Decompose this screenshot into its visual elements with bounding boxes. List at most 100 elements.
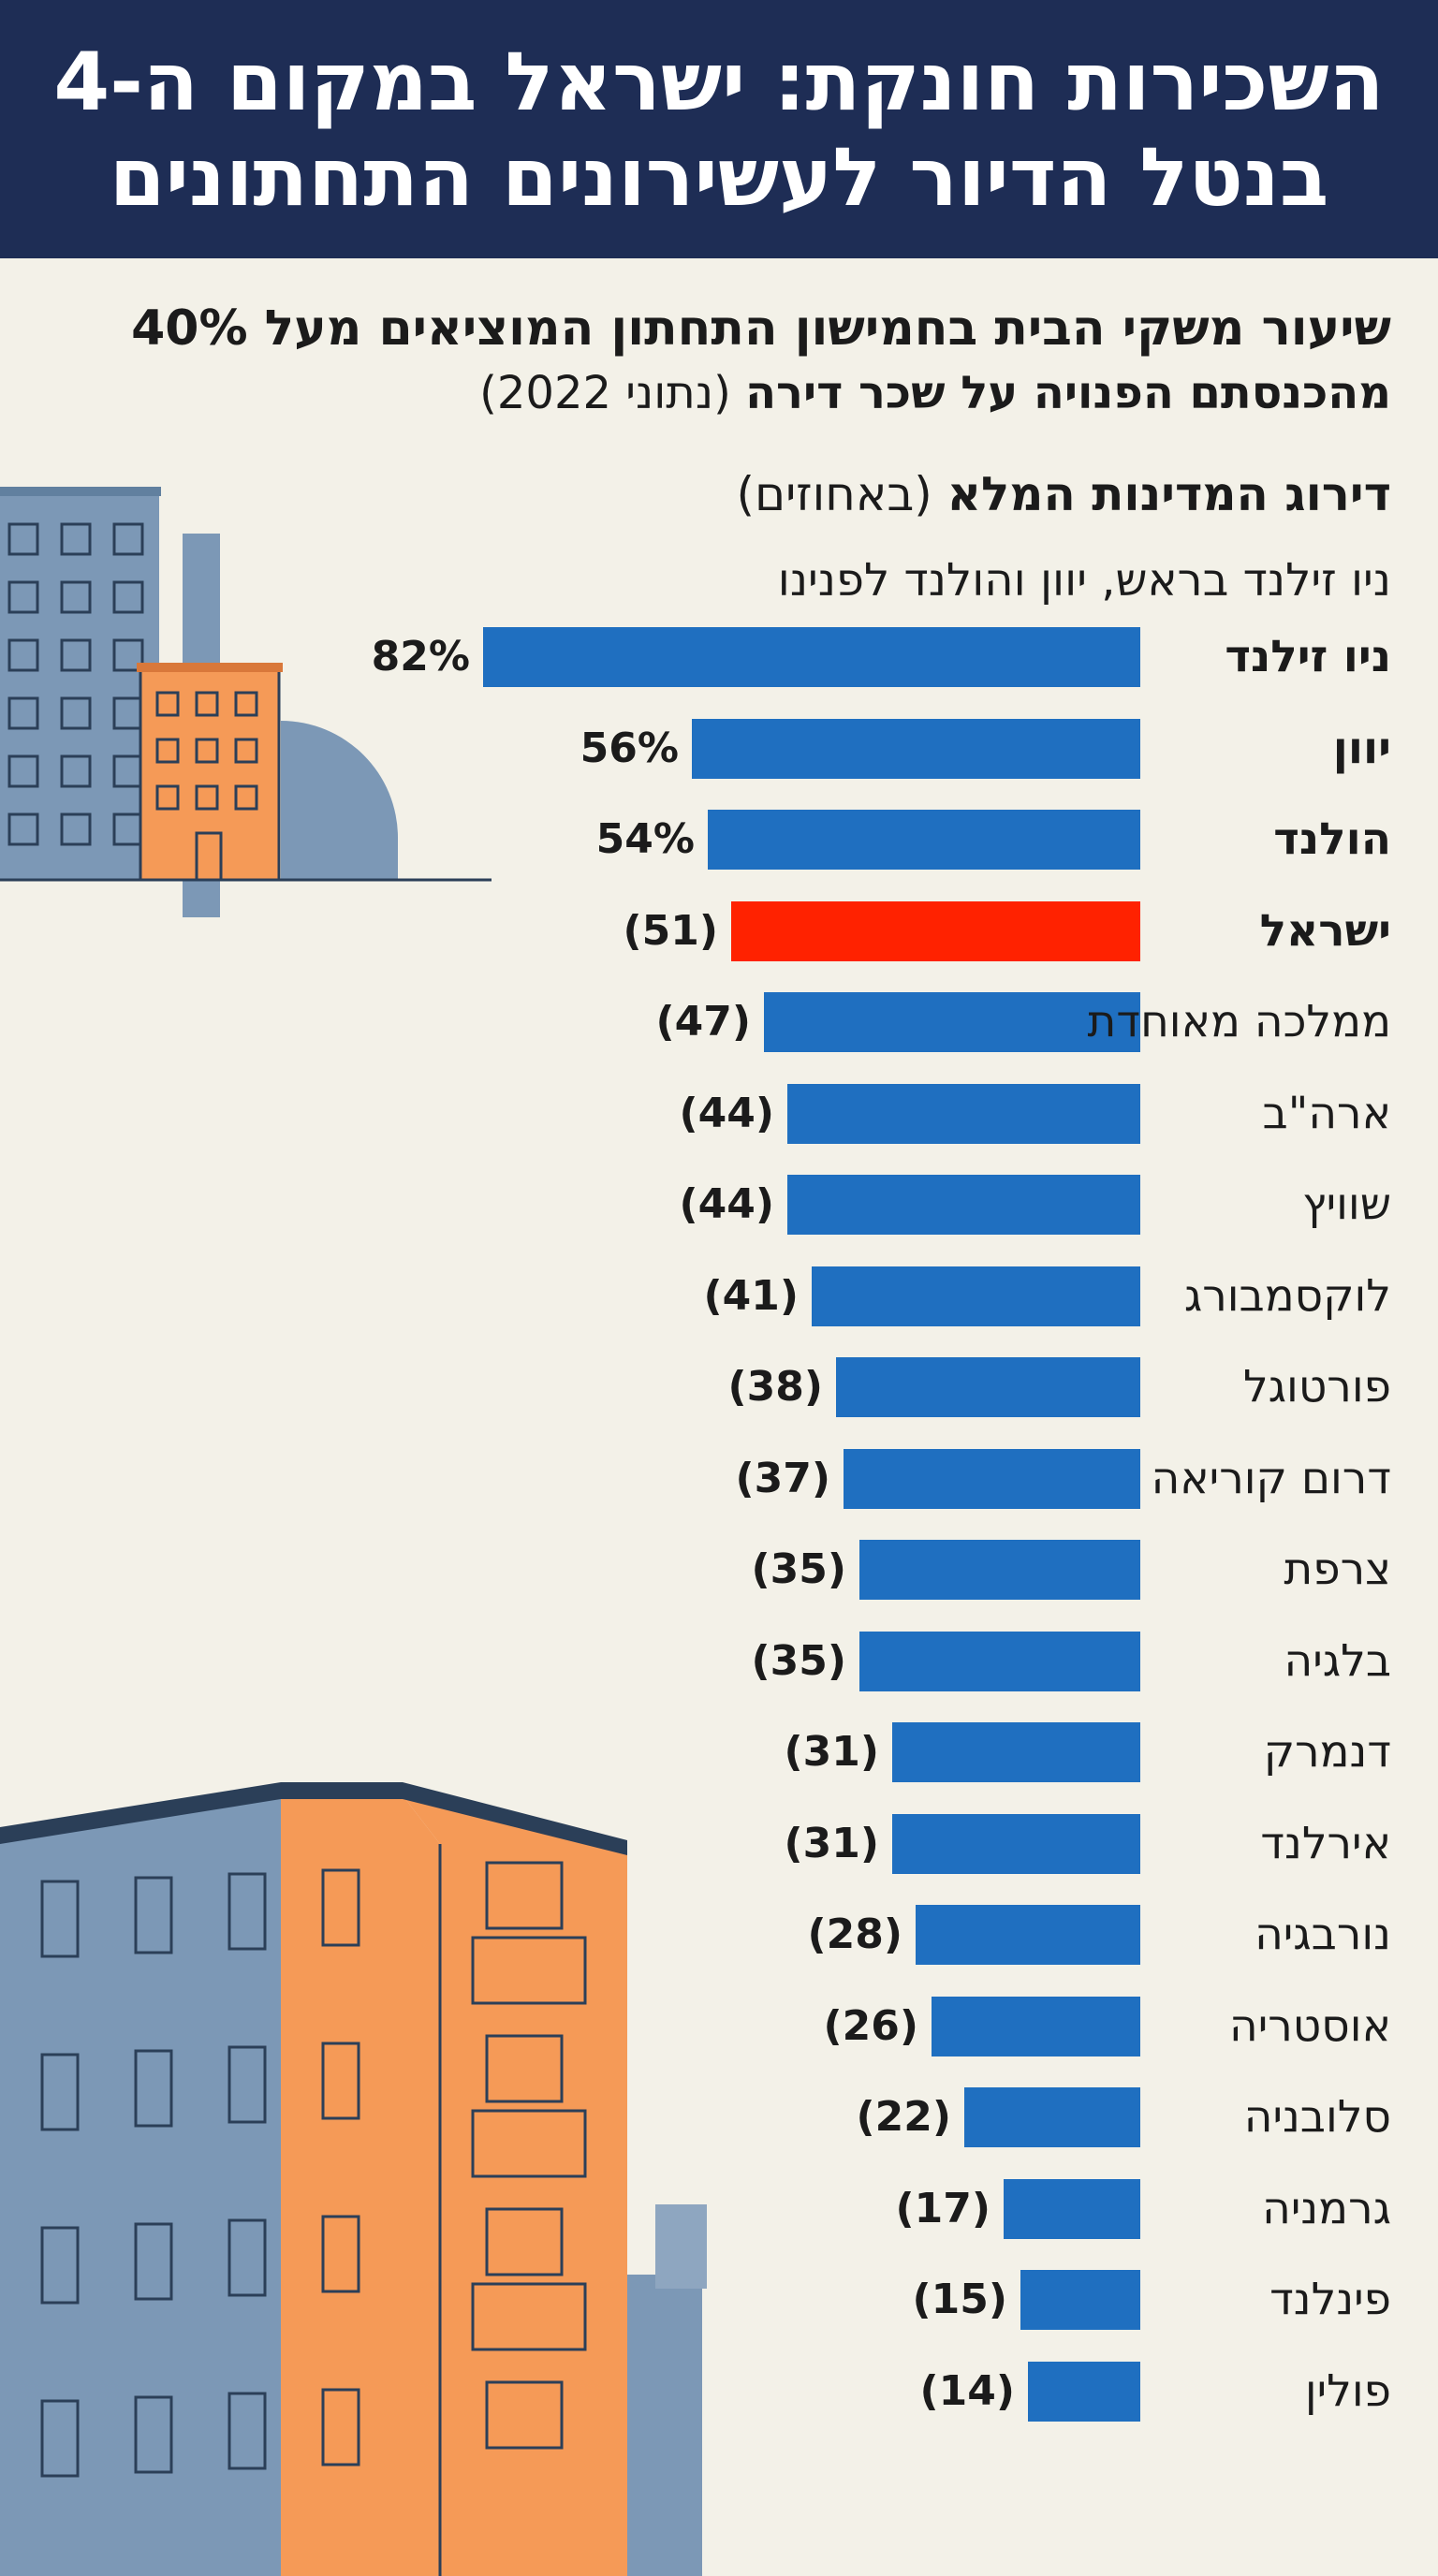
country-label-16: סלובניה (1243, 2091, 1391, 2143)
window-icon (7, 812, 39, 846)
bar-value-label-8: (38) (727, 1363, 823, 1411)
bar-4 (764, 992, 1140, 1052)
country-label-6: שוויץ (1302, 1178, 1391, 1230)
window-icon (134, 1876, 173, 1954)
window-icon (155, 691, 180, 717)
orange-roof (137, 663, 283, 672)
bar-0 (483, 627, 1140, 687)
bar-value-label-15: (26) (823, 2001, 918, 2050)
window-icon (60, 812, 92, 846)
bar-value-label-4: (47) (655, 998, 751, 1046)
bar-8 (836, 1357, 1140, 1417)
bottom-blue-facade (0, 1795, 281, 2576)
bar-6 (787, 1175, 1140, 1235)
country-label-7: לוקסמבורג (1183, 1269, 1391, 1322)
window-icon (321, 2215, 360, 2293)
balcony-railing (471, 1936, 587, 2005)
bottom-building-balconies (471, 1936, 587, 2351)
bar-value-label-14: (28) (807, 1910, 902, 1958)
bottom-building-windows (40, 1861, 564, 2478)
subtitle-line-2: מהכנסתם הפנויה על שכר דירה (נתוני 2022) (479, 363, 1391, 423)
country-label-5: ארה"ב (1262, 1087, 1391, 1139)
bar-9 (844, 1448, 1140, 1509)
balcony-railing (471, 2282, 587, 2351)
window-icon (485, 2380, 564, 2450)
building-illustration-bottom (0, 1782, 707, 2576)
window-icon (195, 691, 219, 717)
left-blue-building (0, 490, 159, 880)
country-label-4: ממלכה מאוחדת (1087, 996, 1391, 1047)
bar-value-label-6: (44) (679, 1180, 774, 1228)
bar-15 (932, 1996, 1140, 2056)
window-icon (112, 522, 144, 556)
country-label-12: דנמרק (1263, 1726, 1391, 1778)
window-icon (155, 738, 180, 764)
bar-11 (859, 1631, 1140, 1691)
country-label-8: פורטוגל (1242, 1361, 1391, 1412)
window-icon (321, 2388, 360, 2466)
ranking-note: ניו זילנד בראש, יוון והולנד לפנינו (777, 554, 1391, 607)
bar-12 (892, 1722, 1140, 1782)
window-icon (227, 2218, 267, 2297)
window-icon (155, 784, 180, 811)
bar-value-label-10: (35) (751, 1545, 846, 1593)
bar-18 (1020, 2270, 1140, 2330)
country-label-1: יוון (1332, 722, 1391, 774)
title-line-1: השכירות חונקת: ישראל במקום ה-4 (53, 36, 1385, 129)
window-icon (40, 2399, 80, 2478)
blue-building-windows (7, 522, 144, 846)
window-icon (485, 2207, 564, 2276)
window-icon (112, 580, 144, 614)
country-label-0: ניו זילנד (1225, 631, 1391, 682)
ranking-heading: דירוג המדינות המלא (באחוזים) (736, 464, 1391, 524)
window-icon (60, 522, 92, 556)
bar-value-label-19: (14) (919, 2366, 1015, 2415)
country-label-14: נורבגיה (1255, 1909, 1391, 1960)
subtitle-line-2-bold: מהכנסתם הפנויה על שכר דירה (745, 367, 1391, 419)
orange-building-windows (155, 691, 258, 811)
bar-value-label-2: 54% (595, 815, 695, 863)
window-icon (60, 754, 92, 788)
country-label-19: פולין (1304, 2364, 1391, 2417)
window-icon (40, 2226, 80, 2305)
country-label-13: אירלנד (1260, 1817, 1391, 1869)
bar-value-label-16: (22) (856, 2093, 951, 2141)
left-blue-roof (0, 487, 161, 496)
country-label-3: ישראל (1259, 904, 1391, 957)
bar-5 (787, 1083, 1140, 1144)
window-icon (134, 2222, 173, 2301)
ranking-heading-unit: (באחוזים) (736, 467, 932, 521)
window-icon (60, 580, 92, 614)
bar-19 (1028, 2361, 1140, 2422)
window-icon (40, 1880, 80, 1958)
window-icon (321, 1868, 360, 1947)
orange-building (139, 667, 281, 882)
bottom-orange-facade (281, 1795, 440, 2576)
window-icon (134, 2395, 173, 2474)
bar-2 (708, 810, 1140, 870)
country-label-15: אוסטריה (1229, 1999, 1391, 2052)
country-label-17: גרמניה (1262, 2182, 1391, 2234)
balcony-railing (471, 2109, 587, 2178)
window-icon (40, 2053, 80, 2131)
subtitle-line-1: שיעור משקי הבית בחמישון התחתון המוציאים … (131, 300, 1391, 357)
bar-16 (964, 2087, 1140, 2147)
window-icon (234, 784, 258, 811)
bar-value-label-0: 82% (371, 633, 470, 681)
bar-10 (859, 1540, 1140, 1600)
window-icon (227, 2392, 267, 2470)
header-banner: השכירות חונקת: ישראל במקום ה-4 בנטל הדיו… (0, 0, 1438, 258)
bar-value-label-13: (31) (784, 1819, 879, 1867)
bar-value-label-1: 56% (580, 724, 679, 772)
bottom-roof (0, 1782, 627, 1855)
window-icon (195, 784, 219, 811)
window-icon (7, 580, 39, 614)
window-icon (60, 638, 92, 672)
window-icon (321, 2042, 360, 2120)
window-icon (7, 522, 39, 556)
bottom-orange-side (403, 1795, 627, 2576)
subtitle-line-2-year: (נתוני 2022) (479, 367, 731, 419)
window-icon (195, 738, 219, 764)
country-label-11: בלגיה (1284, 1634, 1391, 1687)
window-icon (60, 696, 92, 730)
